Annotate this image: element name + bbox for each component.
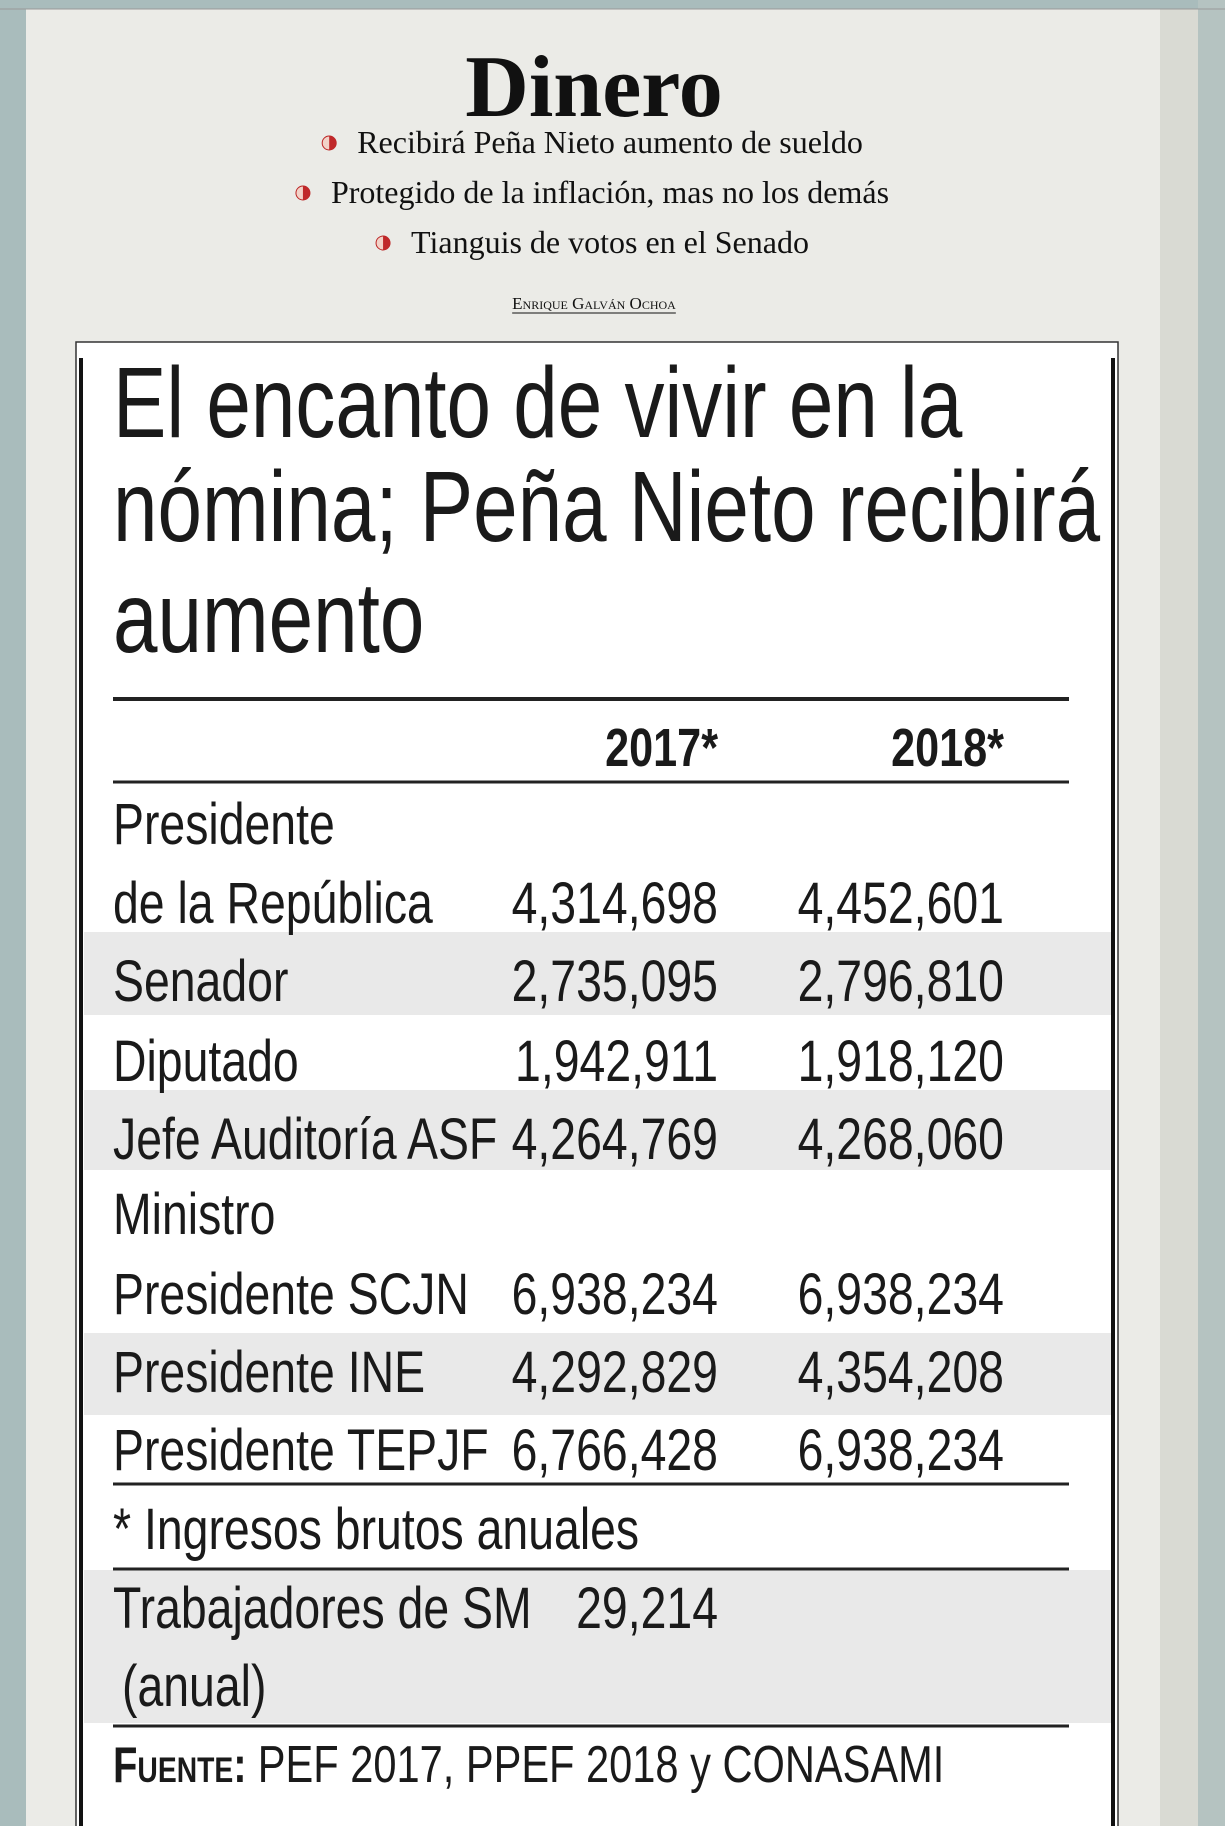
cell-value: 6,938,234 xyxy=(798,1262,1004,1327)
cell-value: 4,314,698 xyxy=(512,871,718,936)
right-strip xyxy=(1198,0,1225,1826)
table-title: nómina; Peña Nieto recibirá xyxy=(113,452,1101,564)
bullet-text: Tianguis de votos en el Senado xyxy=(411,224,809,260)
cell-value: 1,918,120 xyxy=(798,1029,1004,1094)
page-title: Dinero xyxy=(465,39,722,136)
row-label: Trabajadores de SM xyxy=(113,1576,532,1641)
paper-edge xyxy=(1160,9,1198,1826)
cell-value: 6,938,234 xyxy=(512,1262,718,1327)
cell-value: 6,766,428 xyxy=(512,1418,718,1483)
bullet-text: Protegido de la inflación, mas no los de… xyxy=(331,174,889,210)
bullet-icon xyxy=(383,236,391,250)
row-shade xyxy=(84,1333,1111,1415)
row-label: (anual) xyxy=(122,1654,266,1719)
cell-value: 6,938,234 xyxy=(798,1418,1004,1483)
row-label: Presidente SCJN xyxy=(113,1262,469,1327)
row-shade xyxy=(84,1570,1111,1723)
row-label: de la República xyxy=(113,871,434,936)
row-label: Presidente TEPJF xyxy=(113,1418,489,1483)
column-header: 2018* xyxy=(891,719,1004,779)
source-label: Fuente: xyxy=(113,1737,247,1793)
cell-value: 29,214 xyxy=(576,1576,718,1641)
row-label: Presidente INE xyxy=(113,1340,425,1405)
cell-value: 4,452,601 xyxy=(798,871,1004,936)
table-title: El encanto de vivir en la xyxy=(113,348,963,460)
cell-value: 1,942,911 xyxy=(515,1029,718,1094)
cell-value: 4,354,208 xyxy=(798,1340,1004,1405)
cell-value: 2,796,810 xyxy=(798,949,1004,1014)
row-shade xyxy=(84,1090,1111,1170)
row-label: Diputado xyxy=(113,1029,299,1094)
bullet-text: Recibirá Peña Nieto aumento de sueldo xyxy=(357,124,863,160)
footnote: * Ingresos brutos anuales xyxy=(113,1497,639,1562)
cell-value: 4,268,060 xyxy=(798,1107,1004,1172)
cell-value: 4,264,769 xyxy=(512,1107,718,1172)
row-label: Presidente xyxy=(113,792,335,857)
bullet-icon xyxy=(329,136,337,150)
table-title: aumento xyxy=(113,563,424,675)
row-label: Senador xyxy=(113,949,288,1014)
row-label: Ministro xyxy=(113,1182,275,1247)
source: PEF 2017, PPEF 2018 y CONASAMI xyxy=(258,1735,945,1794)
row-label: Jefe Auditoría ASF xyxy=(113,1107,497,1172)
column-header: 2017* xyxy=(605,719,718,779)
cell-value: 2,735,095 xyxy=(512,949,718,1014)
cell-value: 4,292,829 xyxy=(512,1340,718,1405)
bullet-icon xyxy=(302,186,310,201)
row-shade xyxy=(84,932,1111,1015)
byline: Enrique Galván Ochoa xyxy=(512,294,676,313)
